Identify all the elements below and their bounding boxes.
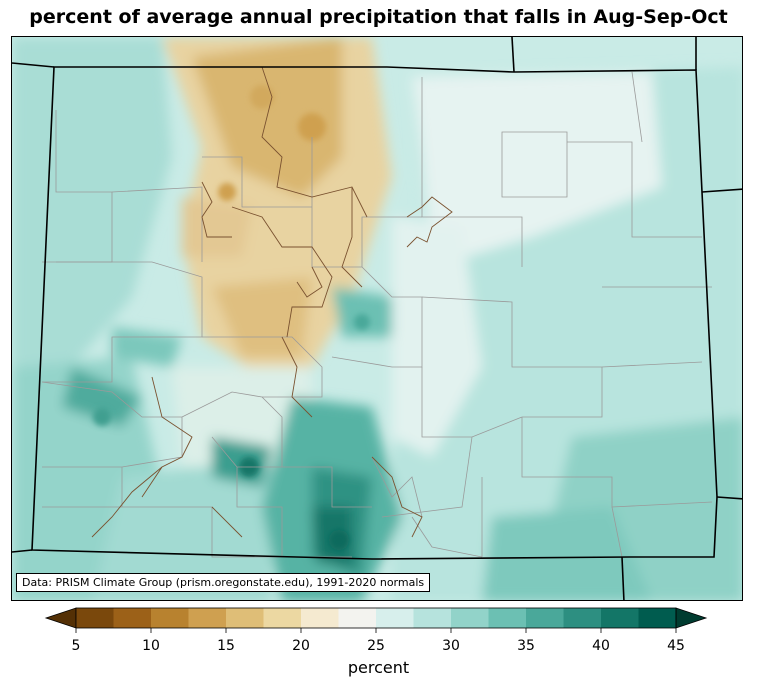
precip-map xyxy=(12,37,742,600)
colorbar-tick-label: 15 xyxy=(217,638,235,654)
colorbar-bin xyxy=(563,608,602,628)
colorbar-bin xyxy=(638,608,677,628)
colorbar-bin xyxy=(113,608,152,628)
colorbar-bin xyxy=(76,608,114,628)
colorbar-tick-label: 10 xyxy=(142,638,160,654)
state-border xyxy=(12,37,742,600)
colorbar-bin xyxy=(226,608,264,628)
colorbar-tick-label: 5 xyxy=(72,638,81,654)
map-title: percent of average annual precipitation … xyxy=(29,6,728,28)
colorbar-tick-label: 45 xyxy=(667,638,685,654)
colorbar-tick-label: 35 xyxy=(517,638,535,654)
colorbar-bin xyxy=(601,608,639,628)
colorbar-extend-low xyxy=(44,607,77,629)
colorbar-label: percent xyxy=(347,658,410,677)
colorbar-bin xyxy=(151,608,189,628)
colorbar-bin xyxy=(188,608,227,628)
mountain-county-lines xyxy=(91,66,453,538)
data-credit: Data: PRISM Climate Group (prism.oregons… xyxy=(16,573,431,592)
colorbar-bin xyxy=(376,608,414,628)
colorbar-tick-label: 40 xyxy=(592,638,610,654)
colorbar-tick-label: 20 xyxy=(292,638,310,654)
colorado-border xyxy=(31,66,718,560)
colorbar: 5 10 15 20 25 30 35 40 45 xyxy=(44,607,708,654)
colorbar-extend-high xyxy=(675,607,708,629)
colorbar-bin xyxy=(413,608,452,628)
colorbar-bin xyxy=(526,608,564,628)
colorbar-tick-label: 25 xyxy=(367,638,385,654)
colorbar-bin xyxy=(301,608,339,628)
precip-detail xyxy=(93,85,370,550)
colorbar-bin xyxy=(488,608,527,628)
colorbar-bin xyxy=(338,608,377,628)
colorbar-bin xyxy=(263,608,302,628)
map-panel xyxy=(11,36,743,601)
colorbar-bin xyxy=(451,608,489,628)
colorbar-tick-label: 30 xyxy=(442,638,460,654)
